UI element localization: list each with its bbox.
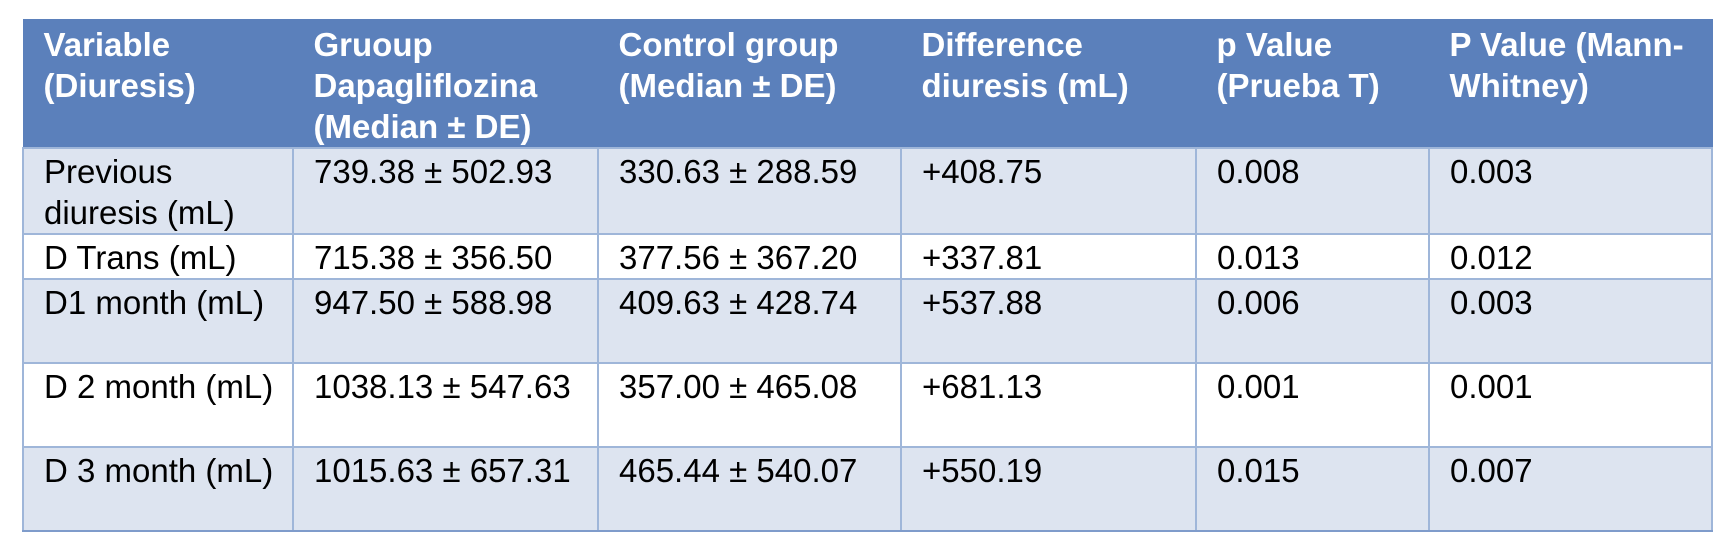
table-row: D 2 month (mL) 1038.13 ± 547.63 357.00 ±… <box>22 362 1713 448</box>
cell-difference: +337.81 <box>900 233 1197 280</box>
cell-p-mann-whitney: 0.007 <box>1428 446 1713 532</box>
cell-p-t-test: 0.013 <box>1195 233 1430 280</box>
cell-difference: +550.19 <box>900 446 1197 532</box>
cell-dapagliflozina: 715.38 ± 356.50 <box>292 233 599 280</box>
cell-difference: +681.13 <box>900 362 1197 448</box>
cell-dapagliflozina: 1038.13 ± 547.63 <box>292 362 599 448</box>
cell-p-mann-whitney: 0.003 <box>1428 278 1713 364</box>
header-dapagliflozina-group: Gruoup Dapagliflozina (Median ± DE) <box>292 19 599 149</box>
header-control-group: Control group (Median ± DE) <box>597 19 902 149</box>
cell-control: 465.44 ± 540.07 <box>597 446 902 532</box>
cell-variable: D1 month (mL) <box>22 278 294 364</box>
header-difference: Difference diuresis (mL) <box>900 19 1197 149</box>
cell-p-mann-whitney: 0.012 <box>1428 233 1713 280</box>
table-row: D 3 month (mL) 1015.63 ± 657.31 465.44 ±… <box>22 446 1713 532</box>
cell-variable: D 2 month (mL) <box>22 362 294 448</box>
header-p-value-mann-whitney: P Value (Mann-Whitney) <box>1428 19 1713 149</box>
cell-dapagliflozina: 1015.63 ± 657.31 <box>292 446 599 532</box>
cell-p-t-test: 0.008 <box>1195 147 1430 235</box>
cell-p-t-test: 0.015 <box>1195 446 1430 532</box>
diuresis-comparison-table: Variable (Diuresis) Gruoup Dapagliflozin… <box>22 19 1713 532</box>
cell-p-t-test: 0.006 <box>1195 278 1430 364</box>
cell-dapagliflozina: 947.50 ± 588.98 <box>292 278 599 364</box>
cell-control: 357.00 ± 465.08 <box>597 362 902 448</box>
diuresis-table-container: Variable (Diuresis) Gruoup Dapagliflozin… <box>22 19 1713 532</box>
cell-p-t-test: 0.001 <box>1195 362 1430 448</box>
header-p-value-t-test: p Value (Prueba T) <box>1195 19 1430 149</box>
cell-control: 377.56 ± 367.20 <box>597 233 902 280</box>
cell-variable: D Trans (mL) <box>22 233 294 280</box>
cell-p-mann-whitney: 0.003 <box>1428 147 1713 235</box>
cell-p-mann-whitney: 0.001 <box>1428 362 1713 448</box>
header-variable: Variable (Diuresis) <box>22 19 294 149</box>
cell-variable: Previous diuresis (mL) <box>22 147 294 235</box>
table-row: Previous diuresis (mL) 739.38 ± 502.93 3… <box>22 147 1713 235</box>
cell-variable: D 3 month (mL) <box>22 446 294 532</box>
cell-control: 409.63 ± 428.74 <box>597 278 902 364</box>
table-header-row: Variable (Diuresis) Gruoup Dapagliflozin… <box>22 19 1713 149</box>
table-row: D Trans (mL) 715.38 ± 356.50 377.56 ± 36… <box>22 233 1713 280</box>
cell-control: 330.63 ± 288.59 <box>597 147 902 235</box>
cell-dapagliflozina: 739.38 ± 502.93 <box>292 147 599 235</box>
cell-difference: +537.88 <box>900 278 1197 364</box>
cell-difference: +408.75 <box>900 147 1197 235</box>
table-row: D1 month (mL) 947.50 ± 588.98 409.63 ± 4… <box>22 278 1713 364</box>
